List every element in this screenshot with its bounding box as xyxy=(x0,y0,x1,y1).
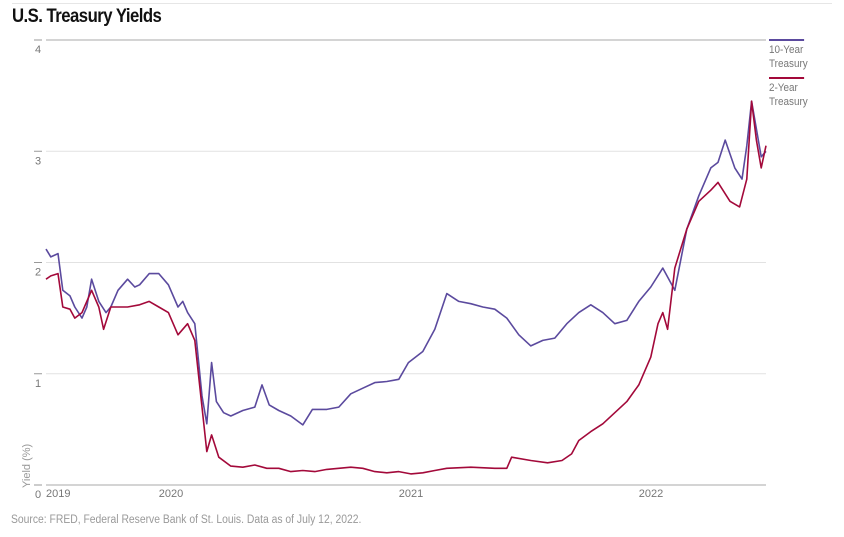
y-tick-label: 3 xyxy=(35,155,41,167)
y-tick-label: 0 xyxy=(35,489,41,501)
legend-item-10-year: 10-Year Treasury xyxy=(769,39,808,71)
y-axis-label: Yield (%) xyxy=(21,444,33,488)
legend-label: 2-Year Treasury xyxy=(769,82,808,108)
x-tick-label: 2022 xyxy=(639,488,663,500)
x-tick-label: 2021 xyxy=(399,488,423,500)
legend-label: 10-Year Treasury xyxy=(769,44,808,70)
y-tick-label: 2 xyxy=(35,267,41,279)
legend-swatch xyxy=(769,39,805,41)
top-divider xyxy=(12,3,832,4)
legend-item-2-year: 2-Year Treasury xyxy=(769,77,808,109)
series-line-10-year-treasury xyxy=(45,100,767,426)
chart-title: U.S. Treasury Yields xyxy=(12,6,162,27)
y-tick-label: 4 xyxy=(35,44,41,56)
legend-swatch xyxy=(769,77,805,79)
series-line-2-year-treasury xyxy=(45,100,767,475)
source-note: Source: FRED, Federal Reserve Bank of St… xyxy=(11,514,362,526)
x-tick-label: 2019 xyxy=(46,488,70,500)
y-tick-label: 1 xyxy=(35,378,41,390)
x-tick-label: 2020 xyxy=(159,488,183,500)
